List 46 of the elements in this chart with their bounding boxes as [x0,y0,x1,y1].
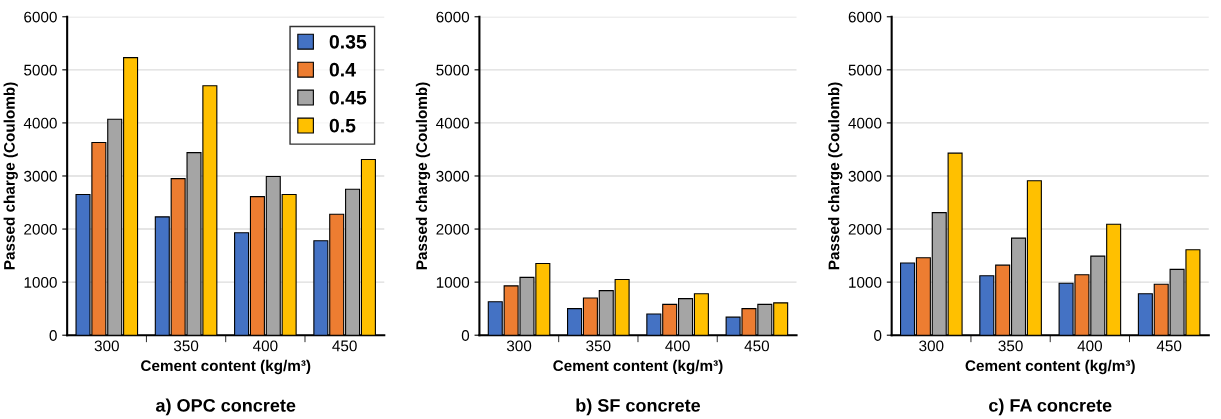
x-tick-label: 400 [665,340,690,352]
x-axis-title: Cement content (kg/m³) [965,359,1135,375]
x-tick-label: 350 [173,340,199,352]
y-tick-label: 0 [461,330,470,341]
y-tick-label: 3000 [24,170,57,182]
text: b) SF concrete [576,398,701,416]
y-tick-label: 0 [49,330,57,341]
y-axis-title: Passed charge (Coulomb) [828,82,843,270]
y-tick-label: 4000 [23,117,57,129]
y-tick-label: 5000 [24,64,57,76]
y-tick-label: 2000 [436,223,470,235]
x-tick-label: 300 [94,340,119,352]
y-tick-label: 1000 [436,276,470,288]
y-tick-label: 4000 [436,117,470,129]
x-tick-label: 400 [252,340,278,352]
x-tick-label: 450 [332,340,357,352]
legend-label: 0.5 [329,118,356,133]
y-axis-title: Passed charge (Coulomb) [3,82,18,270]
text: c) FA concrete [989,398,1112,416]
x-axis-title: Cement content (kg/m³) [553,359,723,375]
legend-label: 0.35 [329,34,367,49]
legend-label: 0.4 [329,62,356,77]
y-tick-label: 5000 [848,64,882,76]
x-tick-label: 450 [1156,340,1182,352]
y-tick-label: 1000 [24,276,57,288]
x-tick-label: 300 [919,340,944,352]
y-tick-label: 6000 [848,11,882,23]
y-tick-label: 6000 [24,11,57,23]
x-tick-label: 400 [1077,340,1103,352]
y-tick-label: 6000 [436,11,470,23]
y-tick-label: 5000 [436,64,470,76]
y-tick-label: 3000 [848,170,882,182]
y-tick-label: 2000 [848,223,882,235]
x-tick-label: 350 [998,340,1023,352]
x-axis-title: Cement content (kg/m³) [141,359,311,375]
y-axis-title: Passed charge (Coulomb) [415,82,431,270]
x-tick-label: 450 [744,340,770,352]
legend-label: 0.45 [329,90,367,105]
x-tick-label: 350 [586,340,611,352]
y-tick-label: 2000 [24,223,57,235]
y-tick-label: 0 [874,330,882,341]
y-tick-label: 3000 [436,170,470,182]
x-tick-label: 300 [506,340,532,352]
y-tick-label: 1000 [849,276,882,288]
text: a) OPC concrete [156,398,296,416]
y-tick-label: 4000 [848,117,882,129]
